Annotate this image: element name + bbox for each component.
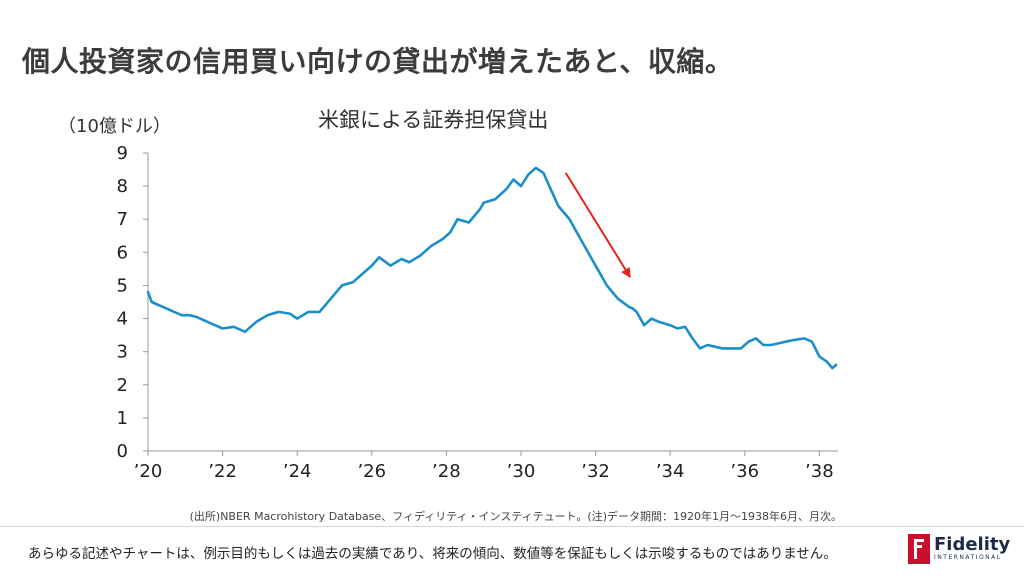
fidelity-logo: Fidelity INTERNATIONAL bbox=[908, 534, 1010, 564]
chart-axes: 0 1 2 3 4 5 6 7 8 9 ’20 ’22 ’24 ’26 ’28 ’30 ’32 ’34 ’36 ’38 bbox=[117, 143, 838, 482]
x-tick-label: ’20 bbox=[134, 461, 163, 482]
y-tick-label: 8 bbox=[117, 176, 128, 197]
x-tick-label: ’38 bbox=[805, 461, 834, 482]
fidelity-logo-icon bbox=[908, 534, 930, 564]
y-tick-label: 5 bbox=[117, 275, 128, 296]
y-tick-label: 0 bbox=[117, 441, 128, 462]
y-tick-label: 4 bbox=[117, 309, 128, 330]
x-tick-label: ’34 bbox=[656, 461, 685, 482]
page-title: 個人投資家の信用買い向けの貸出が増えたあと、収縮。 bbox=[22, 45, 734, 78]
disclaimer-text: あらゆる記述やチャートは、例示目的もしくは過去の実績であり、将来の傾向、数値等を… bbox=[28, 546, 837, 562]
chart: 0 1 2 3 4 5 6 7 8 9 ’20 ’22 ’24 ’26 ’28 ’30 ’32 ’34 ’36 ’38 bbox=[117, 143, 838, 482]
x-tick-label: ’36 bbox=[730, 461, 759, 482]
logo-subtitle: INTERNATIONAL bbox=[934, 554, 1002, 561]
x-tick-label: ’22 bbox=[208, 461, 237, 482]
footer-divider bbox=[0, 526, 1024, 527]
x-tick-label: ’26 bbox=[357, 461, 386, 482]
series-line bbox=[146, 166, 838, 370]
x-tick-label: ’24 bbox=[283, 461, 312, 482]
y-tick-label: 2 bbox=[117, 375, 128, 396]
decline-arrow bbox=[564, 172, 631, 279]
y-axis-unit-label: （10億ドル） bbox=[58, 116, 171, 137]
y-tick-label: 9 bbox=[117, 143, 128, 164]
chart-title: 米銀による証券担保貸出 bbox=[318, 108, 549, 132]
y-tick-label: 7 bbox=[117, 209, 128, 230]
source-note: (出所)NBER Macrohistory Database、フィディリティ・イ… bbox=[189, 510, 842, 523]
y-tick-label: 3 bbox=[117, 342, 128, 363]
x-tick-label: ’28 bbox=[432, 461, 461, 482]
x-tick-label: ’30 bbox=[507, 461, 536, 482]
chart-series bbox=[146, 166, 838, 370]
chart-annotations bbox=[564, 172, 631, 279]
y-tick-label: 1 bbox=[117, 408, 128, 429]
y-tick-label: 6 bbox=[117, 242, 128, 263]
x-tick-label: ’32 bbox=[581, 461, 610, 482]
logo-wordmark: Fidelity bbox=[934, 534, 1011, 555]
